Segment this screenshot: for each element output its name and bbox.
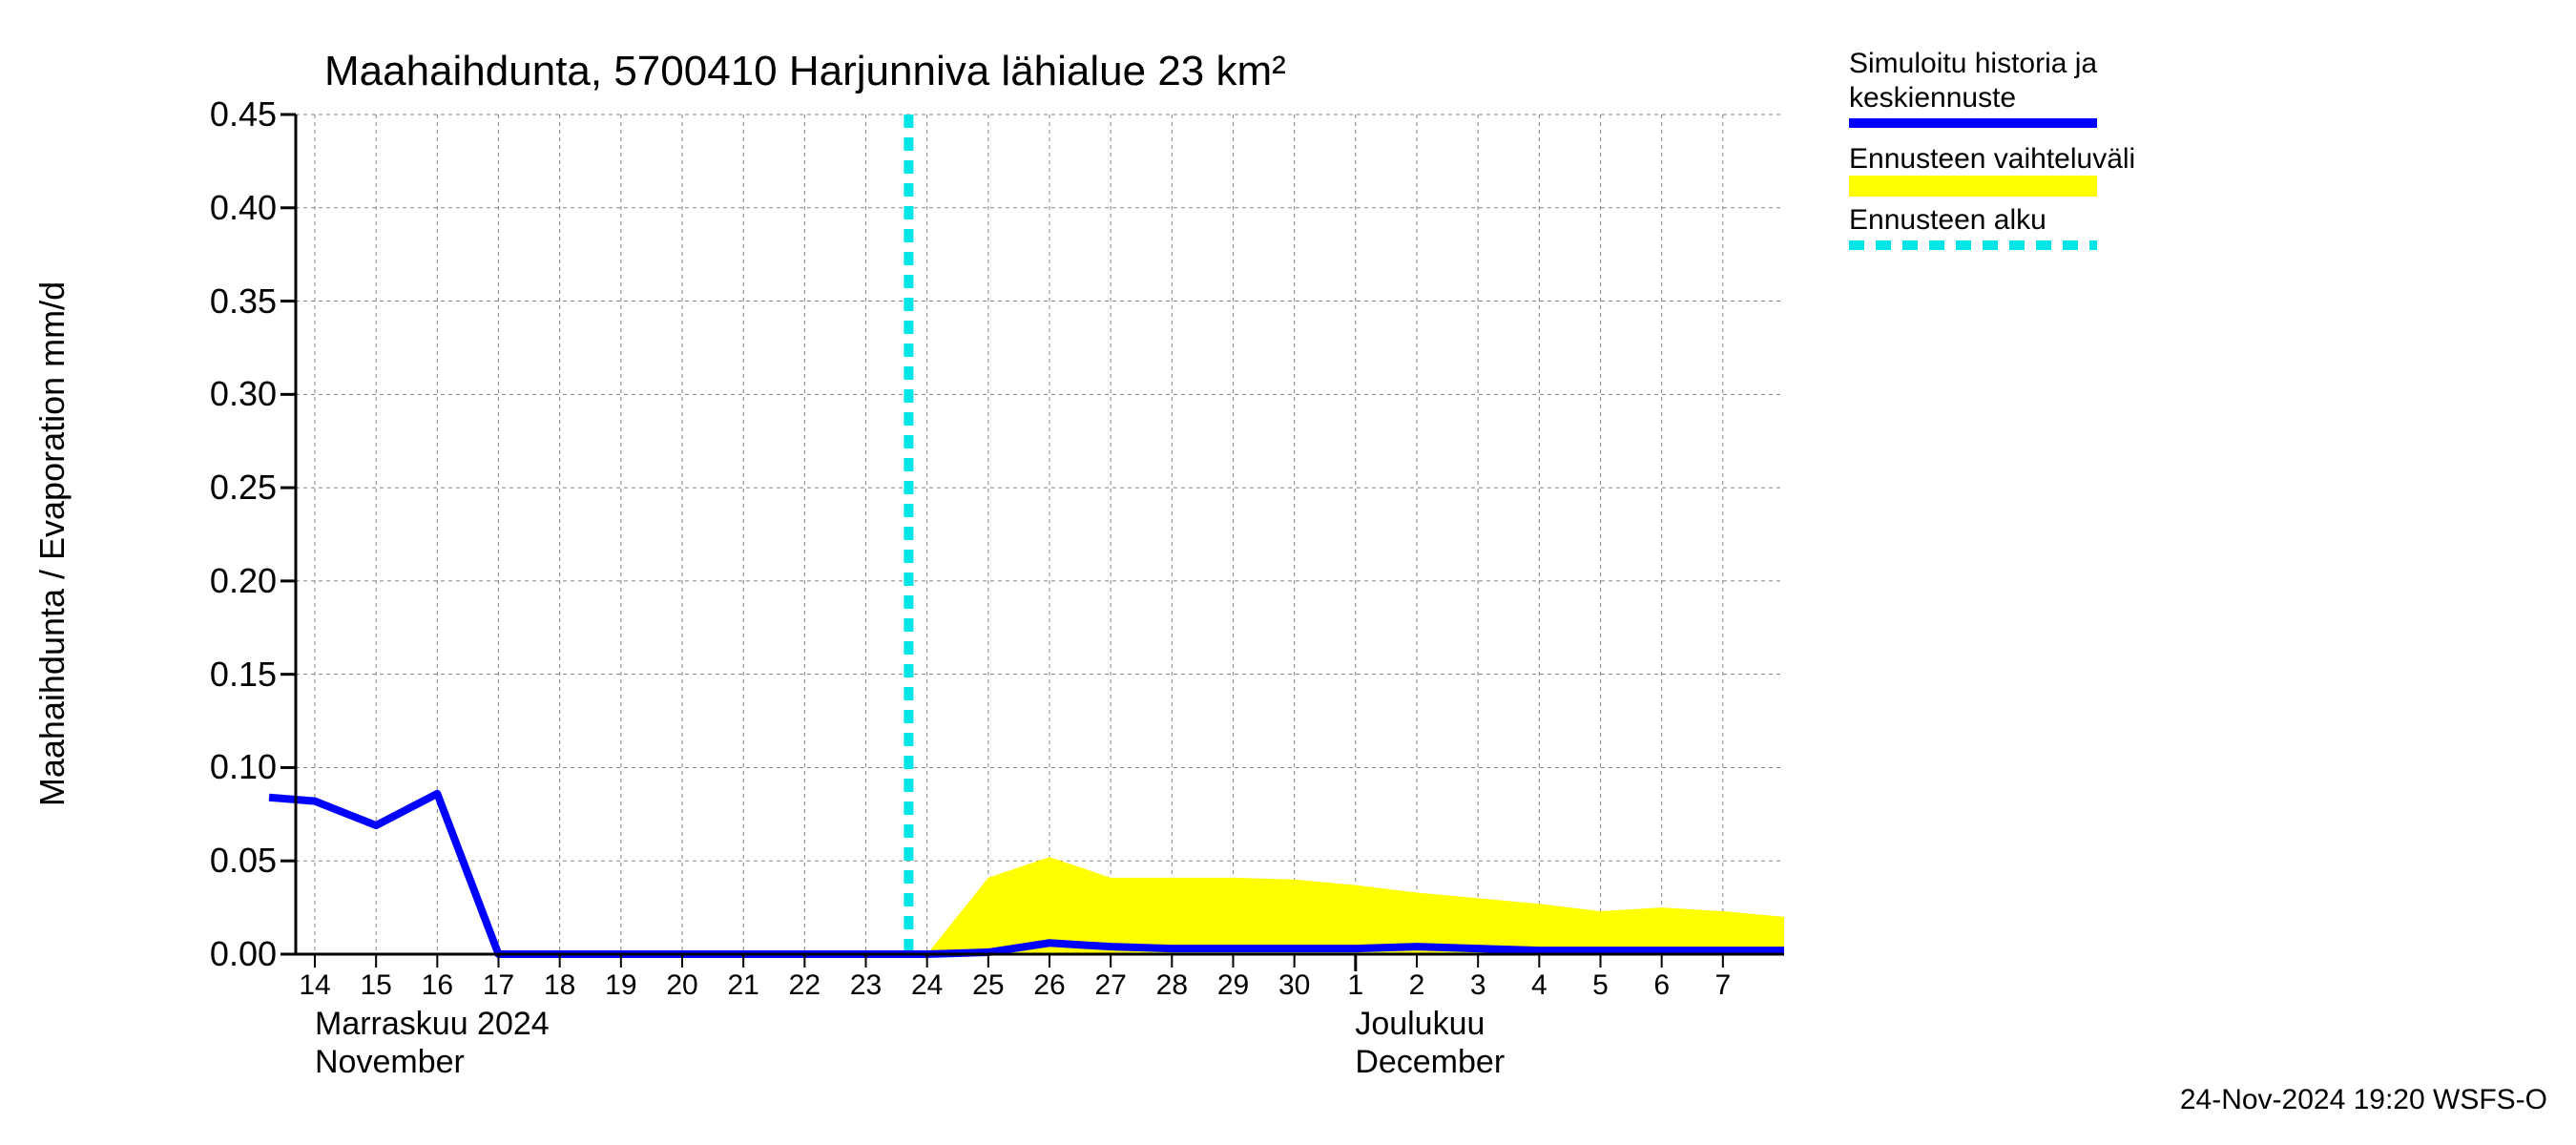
x-tick-label: 14 xyxy=(299,969,330,1002)
y-tick-label: 0.10 xyxy=(191,747,277,787)
chart-container: Maahaihdunta / Evaporation mm/d Maahaihd… xyxy=(0,0,2576,1145)
x-tick-label: 23 xyxy=(850,969,882,1002)
x-tick-label: 28 xyxy=(1156,969,1188,1002)
y-tick-label: 0.35 xyxy=(191,281,277,322)
legend-swatch xyxy=(1849,118,2097,128)
x-tick-label: 17 xyxy=(483,969,514,1002)
y-tick-label: 0.45 xyxy=(191,94,277,135)
x-tick-label: 25 xyxy=(972,969,1004,1002)
x-tick-label: 1 xyxy=(1347,969,1363,1002)
x-tick-label: 24 xyxy=(911,969,943,1002)
y-tick-label: 0.00 xyxy=(191,934,277,974)
x-tick-label: 19 xyxy=(605,969,636,1002)
x-tick-label: 3 xyxy=(1470,969,1486,1002)
x-tick-label: 5 xyxy=(1592,969,1609,1002)
x-tick-label: 21 xyxy=(727,969,758,1002)
y-tick-label: 0.40 xyxy=(191,188,277,228)
chart-title: Maahaihdunta, 5700410 Harjunniva lähialu… xyxy=(324,48,1286,95)
legend-label: keskiennuste xyxy=(1849,82,2016,114)
x-tick-label: 20 xyxy=(666,969,697,1002)
x-month-label: December xyxy=(1355,1044,1505,1081)
x-month-label: Joulukuu xyxy=(1355,1006,1485,1043)
x-tick-label: 22 xyxy=(789,969,821,1002)
legend-swatch xyxy=(1849,176,2097,197)
x-tick-label: 26 xyxy=(1033,969,1065,1002)
x-tick-label: 15 xyxy=(360,969,391,1002)
y-tick-label: 0.15 xyxy=(191,655,277,695)
legend-swatch xyxy=(1849,240,2097,250)
x-month-label: Marraskuu 2024 xyxy=(315,1006,550,1043)
x-tick-label: 30 xyxy=(1278,969,1310,1002)
x-tick-label: 18 xyxy=(544,969,575,1002)
footer-timestamp: 24-Nov-2024 19:20 WSFS-O xyxy=(2180,1084,2547,1116)
legend-label: Simuloitu historia ja xyxy=(1849,48,2097,80)
x-tick-label: 29 xyxy=(1217,969,1249,1002)
legend-label: Ennusteen alku xyxy=(1849,204,2046,237)
y-axis-label: Maahaihdunta / Evaporation mm/d xyxy=(32,281,73,806)
x-tick-label: 7 xyxy=(1714,969,1731,1002)
y-tick-label: 0.25 xyxy=(191,468,277,508)
y-tick-label: 0.05 xyxy=(191,841,277,881)
x-tick-label: 4 xyxy=(1531,969,1548,1002)
x-tick-label: 16 xyxy=(422,969,453,1002)
y-tick-label: 0.20 xyxy=(191,561,277,601)
x-month-label: November xyxy=(315,1044,465,1081)
x-tick-label: 2 xyxy=(1409,969,1425,1002)
legend-label: Ennusteen vaihteluväli xyxy=(1849,143,2135,176)
y-tick-label: 0.30 xyxy=(191,374,277,414)
x-tick-label: 27 xyxy=(1094,969,1126,1002)
plot-area xyxy=(296,114,1784,954)
x-tick-label: 6 xyxy=(1653,969,1670,1002)
